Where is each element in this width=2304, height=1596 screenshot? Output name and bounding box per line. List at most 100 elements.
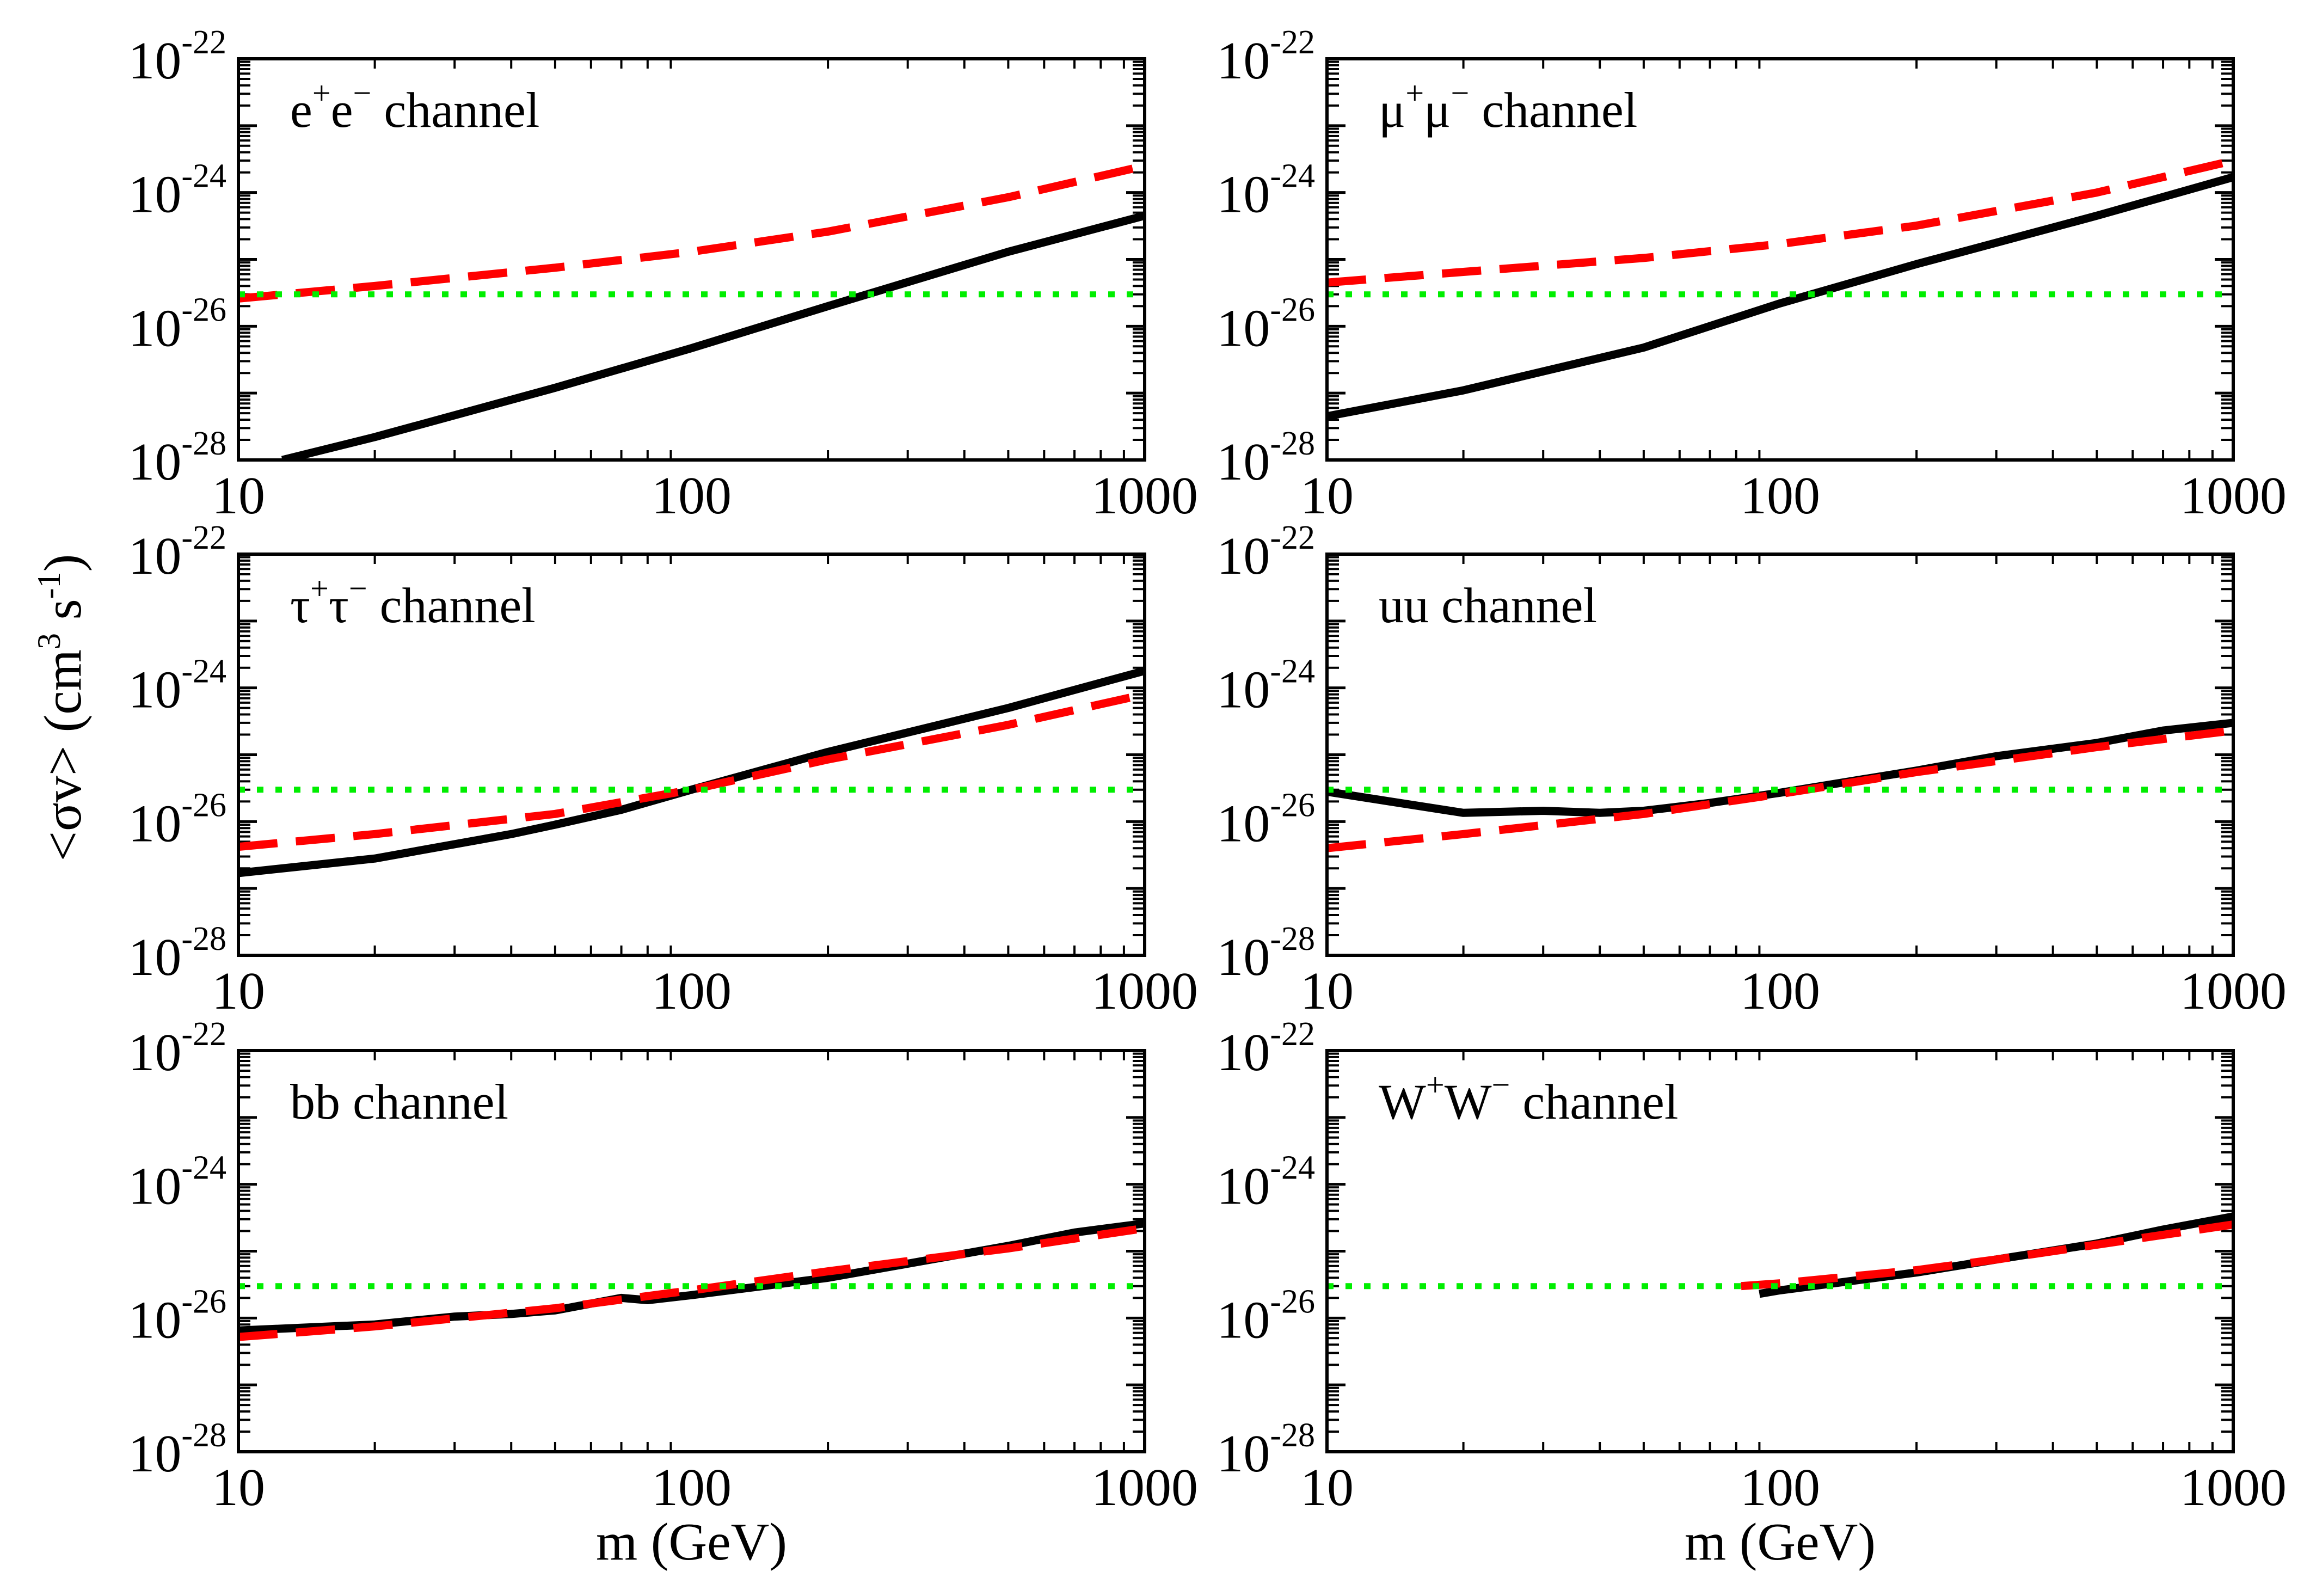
- x-tick-label: 10: [1300, 962, 1354, 1021]
- series-solid-line: [1327, 173, 2233, 421]
- y-tick-base: 10: [128, 527, 181, 586]
- x-axis-title: m (GeV): [1685, 1513, 1876, 1572]
- y-tick-base: 10: [128, 928, 181, 987]
- panel-label: uu channel: [1379, 578, 1597, 633]
- series-solid-line: [238, 667, 1145, 877]
- label-particle: W: [1379, 1074, 1426, 1130]
- series-dashed-line: [1327, 726, 2233, 852]
- x-tick-label: 1000: [1091, 962, 1198, 1021]
- y-tick-base: 10: [1216, 1157, 1270, 1216]
- series-dashed-line: [238, 690, 1145, 851]
- ylabel-main: <σv> (cm: [34, 649, 93, 861]
- y-tick-exponent: -22: [181, 24, 226, 61]
- panel-label: e+e− channel: [290, 75, 539, 138]
- x-tick-label: 100: [652, 1458, 732, 1517]
- y-tick-exponent: -28: [181, 920, 226, 957]
- y-tick-exponent: -22: [1270, 519, 1315, 556]
- panel-label: bb channel: [290, 1074, 508, 1130]
- y-tick-label: 10-24: [1216, 1150, 1315, 1216]
- label-suffix: channel: [367, 578, 536, 633]
- x-tick-label: 100: [652, 466, 732, 525]
- y-tick-label: 10-24: [128, 158, 226, 224]
- x-tick-label: 1000: [2180, 1458, 2287, 1517]
- y-tick-exponent: -22: [1270, 1016, 1315, 1053]
- y-tick-label: 10-26: [128, 787, 226, 853]
- y-tick-exponent: -28: [1270, 920, 1315, 957]
- x-tick-label: 100: [1740, 466, 1820, 525]
- y-tick-base: 10: [1216, 928, 1270, 987]
- plot-frame: [1325, 1049, 2235, 1453]
- plot-frame: [237, 57, 1146, 462]
- y-tick-label: 10-22: [128, 24, 226, 90]
- y-tick-base: 10: [128, 1023, 181, 1082]
- x-tick-label: 1000: [1091, 1458, 1198, 1517]
- label-charge: −: [1451, 75, 1470, 111]
- x-tick-label: 1000: [2180, 466, 2287, 525]
- label-particle: e: [331, 82, 353, 138]
- y-tick-base: 10: [1216, 527, 1270, 586]
- y-tick-exponent: -24: [181, 1150, 226, 1187]
- y-tick-label: 10-26: [128, 291, 226, 358]
- plot-frame: [1325, 553, 2235, 957]
- y-tick-label: 10-24: [1216, 653, 1315, 720]
- y-tick-exponent: -28: [1270, 1417, 1315, 1454]
- y-tick-label: 10-28: [1216, 920, 1315, 987]
- y-tick-exponent: -28: [181, 425, 226, 462]
- y-tick-exponent: -26: [1270, 787, 1315, 824]
- y-tick-exponent: -22: [181, 519, 226, 556]
- y-tick-base: 10: [128, 165, 181, 224]
- y-tick-exponent: -22: [181, 1016, 226, 1053]
- y-tick-label: 10-28: [128, 1417, 226, 1483]
- y-tick-base: 10: [128, 1291, 181, 1349]
- y-tick-label: 10-26: [1216, 291, 1315, 358]
- label-particle: τ: [329, 578, 349, 633]
- y-tick-label: 10-22: [1216, 24, 1315, 90]
- y-tick-base: 10: [128, 1157, 181, 1216]
- y-tick-label: 10-22: [128, 1016, 226, 1082]
- y-tick-label: 10-26: [1216, 787, 1315, 853]
- y-tick-base: 10: [1216, 794, 1270, 853]
- ylabel-exp2: -1: [31, 572, 67, 599]
- series-dashed-line: [238, 1224, 1145, 1341]
- y-tick-label: 10-28: [1216, 425, 1315, 492]
- plot-frame: [237, 553, 1146, 957]
- label-suffix: channel: [1510, 1074, 1678, 1130]
- label-particle: W: [1445, 1074, 1492, 1130]
- y-tick-base: 10: [128, 1425, 181, 1483]
- panel-label: W+W− channel: [1379, 1067, 1678, 1130]
- label-suffix: channel: [1469, 82, 1637, 138]
- y-tick-base: 10: [1216, 1023, 1270, 1082]
- ylabel-end: ): [34, 554, 93, 572]
- y-tick-exponent: -24: [181, 653, 226, 690]
- label-charge: −: [349, 570, 367, 606]
- y-tick-base: 10: [128, 433, 181, 492]
- y-tick-exponent: -26: [1270, 1283, 1315, 1320]
- y-tick-base: 10: [1216, 661, 1270, 720]
- label-charge: −: [1492, 1067, 1510, 1103]
- label-charge: +: [310, 570, 329, 606]
- y-tick-exponent: -28: [1270, 425, 1315, 462]
- x-tick-label: 10: [212, 1458, 265, 1517]
- y-tick-label: 10-26: [1216, 1283, 1315, 1349]
- y-tick-label: 10-24: [128, 653, 226, 720]
- y-tick-base: 10: [128, 299, 181, 358]
- y-tick-base: 10: [1216, 1425, 1270, 1483]
- series-solid-line: [238, 1219, 1145, 1335]
- y-tick-label: 10-24: [128, 1150, 226, 1216]
- label-charge: +: [1405, 75, 1424, 111]
- label-particle: μ: [1424, 82, 1451, 138]
- y-tick-exponent: -24: [1270, 1150, 1315, 1187]
- series-dashed-line: [238, 162, 1145, 303]
- y-tick-base: 10: [1216, 165, 1270, 224]
- y-tick-base: 10: [1216, 299, 1270, 358]
- y-tick-exponent: -26: [181, 1283, 226, 1320]
- y-tick-base: 10: [128, 794, 181, 853]
- y-tick-exponent: -26: [1270, 291, 1315, 328]
- series-solid-line: [1327, 719, 2233, 817]
- x-tick-label: 10: [212, 466, 265, 525]
- label-particle: μ: [1379, 82, 1405, 138]
- x-tick-label: 100: [1740, 1458, 1820, 1517]
